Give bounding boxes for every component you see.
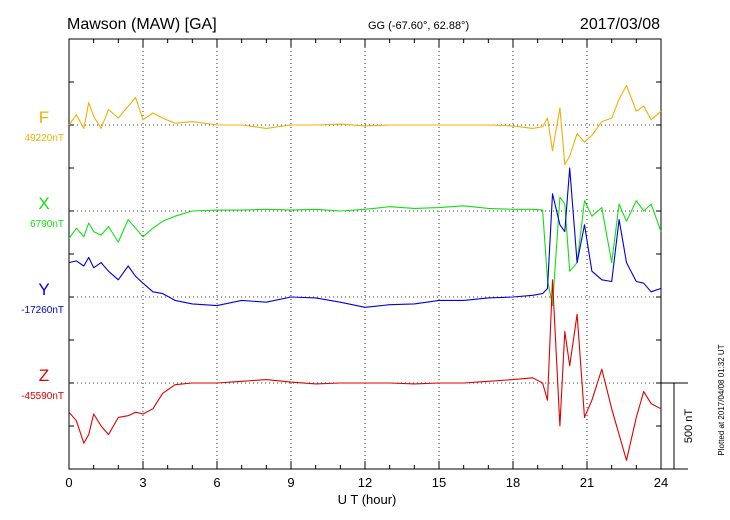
x-tick-label: 6 — [213, 475, 220, 490]
series-line-x — [68, 196, 662, 307]
x-tick-label: 0 — [65, 475, 72, 490]
series-name-y: Y — [38, 280, 49, 299]
series-lines — [68, 84, 662, 461]
x-axis-label: U T (hour) — [338, 492, 397, 507]
x-tick-label: 3 — [139, 475, 146, 490]
chart-title-date: 2017/03/08 — [580, 16, 660, 33]
x-tick-label: 21 — [580, 475, 594, 490]
axis-ticks: 0 3 6 9 12 15 18 21 24 — [65, 38, 668, 490]
x-tick-label: 18 — [506, 475, 520, 490]
series-baseline-y: -17260nT — [21, 305, 64, 316]
series-name-z: Z — [39, 366, 49, 385]
series-baseline-z: -45590nT — [21, 391, 64, 402]
plotted-timestamp: Plotted at 2017/04/08 01:32 UT — [717, 344, 726, 455]
series-labels: F 49220nT X 6790nT Y -17260nT Z -45590nT — [21, 108, 64, 402]
chart-title-coordinates: GG (-67.60°, 62.88°) — [368, 20, 469, 32]
x-tick-label: 24 — [654, 475, 668, 490]
chart-title-station: Mawson (MAW) [GA] — [67, 16, 217, 33]
series-line-z — [68, 279, 662, 461]
scale-bar: 500 nT — [661, 382, 695, 470]
series-name-f: F — [39, 108, 49, 127]
x-tick-label: 15 — [432, 475, 446, 490]
x-tick-label: 9 — [287, 475, 294, 490]
grid-lines — [69, 39, 661, 469]
series-baseline-f: 49220nT — [25, 133, 64, 144]
series-line-y — [68, 167, 662, 308]
series-line-f — [68, 84, 662, 166]
series-baseline-x: 6790nT — [30, 219, 64, 230]
scale-bar-label: 500 nT — [683, 409, 695, 444]
x-tick-label: 12 — [358, 475, 372, 490]
series-name-x: X — [38, 194, 49, 213]
